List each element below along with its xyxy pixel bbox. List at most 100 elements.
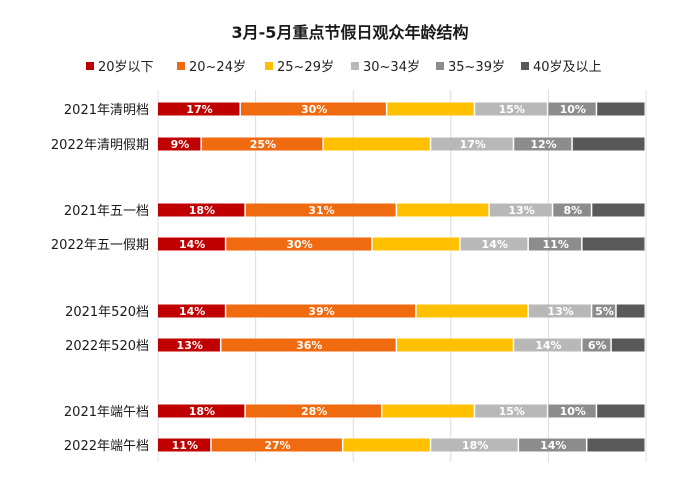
bar-segment [343, 438, 430, 452]
legend: 20岁以下 20~24岁 25~29岁 30~34岁 35~39岁 40岁及以上 [86, 60, 602, 75]
data-label: 11% [172, 439, 198, 452]
data-label: 14% [179, 238, 205, 251]
data-label: 30% [286, 238, 312, 251]
bar-segment [382, 404, 474, 418]
category-label: 2022年清明假期 [51, 138, 149, 153]
bar-segment [211, 438, 342, 452]
bar-segment [158, 203, 245, 217]
category-label: 2021年五一档 [64, 204, 149, 219]
legend-swatch [177, 62, 185, 70]
data-label: 27% [264, 439, 290, 452]
data-label: 17% [186, 103, 212, 116]
legend-label: 30~34岁 [363, 60, 420, 75]
data-label: 8% [563, 204, 582, 217]
bar-segment [245, 203, 396, 217]
bar-segment [158, 438, 211, 452]
bar-segment [528, 304, 591, 318]
data-label: 28% [301, 405, 327, 418]
gridlines [157, 90, 647, 462]
bar-segment [514, 137, 572, 151]
bar-segment [226, 304, 416, 318]
data-label: 17% [460, 138, 486, 151]
bar-segment [572, 137, 645, 151]
data-label: 13% [508, 204, 534, 217]
bar-segment [489, 203, 552, 217]
bar-segment [548, 404, 596, 418]
bar-segment [475, 404, 547, 418]
bar-segment [514, 338, 582, 352]
legend-label: 35~39岁 [448, 60, 505, 75]
bar-segment [460, 237, 528, 251]
data-label: 31% [308, 204, 334, 217]
category-label: 2022年520档 [65, 339, 149, 354]
bar-segment [582, 338, 611, 352]
data-label: 18% [189, 204, 215, 217]
bar-segment [519, 438, 586, 452]
bar-segment [548, 102, 596, 116]
bar-segment [158, 404, 245, 418]
bar-segment [582, 237, 645, 251]
legend-swatch [86, 62, 94, 70]
bar-segment [587, 438, 645, 452]
bar-segment [431, 438, 518, 452]
data-label: 14% [540, 439, 566, 452]
bar-segment [416, 304, 528, 318]
data-label: 14% [482, 238, 508, 251]
bar-segment [528, 237, 582, 251]
legend-swatch [521, 62, 529, 70]
legend-label: 20~24岁 [189, 60, 246, 75]
data-label: 12% [530, 138, 556, 151]
category-label: 2021年520档 [65, 305, 149, 320]
bar-segment [597, 102, 645, 116]
bar-segment [158, 338, 220, 352]
bar-segment [553, 203, 591, 217]
bars: 17% 30% 15% 10% 9% 25% 17% 12% 18% 31% 13% 8% 14% 30%… [158, 102, 645, 452]
bar-segment [323, 137, 430, 151]
data-label: 10% [560, 405, 586, 418]
bar-segment [240, 102, 386, 116]
data-label: 13% [547, 305, 573, 318]
data-label: 13% [177, 339, 203, 352]
data-label: 36% [296, 339, 322, 352]
category-labels: 2021年清明档 2022年清明假期 2021年五一档 2022年五一假期 2021年5… [51, 103, 149, 454]
data-label: 25% [250, 138, 276, 151]
category-label: 2021年清明档 [64, 103, 149, 118]
bar-segment [397, 203, 489, 217]
bar-segment [592, 304, 616, 318]
bar-segment [611, 338, 645, 352]
data-label: 14% [179, 305, 205, 318]
legend-swatch [351, 62, 359, 70]
bar-segment [387, 102, 474, 116]
bar-segment [431, 137, 513, 151]
data-label: 11% [543, 238, 569, 251]
bar-segment [221, 338, 396, 352]
bar-segment [592, 203, 645, 217]
legend-label: 40岁及以上 [533, 60, 602, 75]
bar-segment [158, 237, 225, 251]
data-label: 5% [595, 305, 614, 318]
bar-segment [475, 102, 547, 116]
data-label: 10% [560, 103, 586, 116]
data-label: 6% [588, 339, 607, 352]
data-label: 9% [171, 138, 190, 151]
bar-segment [158, 137, 201, 151]
category-label: 2021年端午档 [64, 405, 149, 420]
legend-swatch [436, 62, 444, 70]
category-label: 2022年端午档 [64, 439, 149, 454]
data-label: 18% [462, 439, 488, 452]
bar-segment [372, 237, 460, 251]
legend-label: 25~29岁 [277, 60, 334, 75]
category-label: 2022年五一假期 [51, 238, 149, 253]
bar-segment [597, 404, 645, 418]
bar-segment [158, 102, 240, 116]
legend-label: 20岁以下 [98, 60, 154, 75]
bar-segment [201, 137, 323, 151]
bar-segment [226, 237, 372, 251]
data-label: 15% [499, 405, 525, 418]
legend-swatch [265, 62, 273, 70]
data-label: 14% [535, 339, 561, 352]
bar-segment [158, 304, 225, 318]
bar-segment [245, 404, 381, 418]
data-label: 18% [189, 405, 215, 418]
